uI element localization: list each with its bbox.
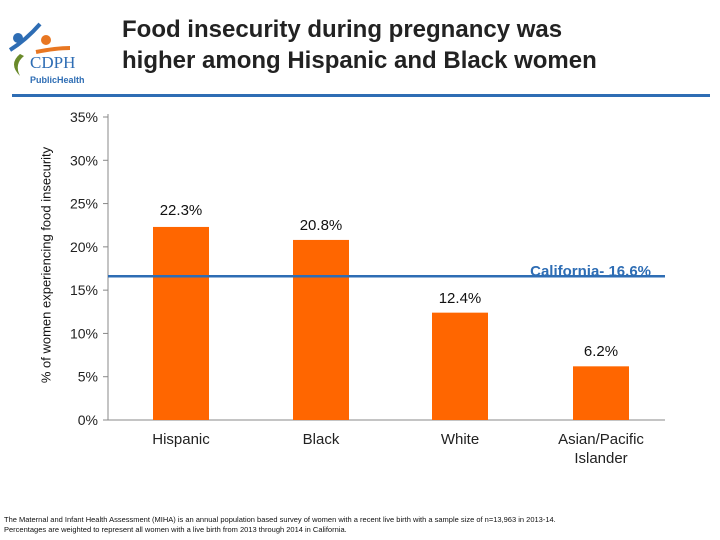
bar-white — [432, 312, 488, 420]
y-tick-label: 10% — [70, 325, 98, 341]
cdph-logo: CDPH PublicHealth — [6, 10, 116, 85]
data-label: 22.3% — [160, 202, 203, 219]
y-tick-label: 0% — [78, 412, 98, 428]
x-tick-label: Hispanic — [152, 431, 210, 448]
bar-black — [293, 239, 349, 420]
title-line-2: higher among Hispanic and Black women — [122, 47, 597, 74]
x-tick-label: Asian/Pacific — [558, 431, 644, 448]
data-label: 20.8% — [300, 217, 343, 234]
y-tick-label: 20% — [70, 239, 98, 255]
page-title: Food insecurity during pregnancy was high… — [122, 14, 597, 76]
data-label: 6.2% — [584, 343, 618, 360]
x-tick-label: Islander — [574, 450, 627, 467]
footnote: The Maternal and Infant Health Assessmen… — [4, 515, 556, 535]
x-tick-label: Black — [303, 431, 340, 448]
x-tick-label: White — [441, 431, 479, 448]
bar-hispanic — [153, 226, 209, 420]
footnote-line-2: Percentages are weighted to represent al… — [4, 525, 347, 534]
footnote-line-1: The Maternal and Infant Health Assessmen… — [4, 515, 556, 524]
header-divider — [12, 94, 710, 97]
data-label: 12.4% — [439, 290, 482, 307]
title-line-1: Food insecurity during pregnancy was — [122, 16, 563, 43]
svg-text:CDPH: CDPH — [30, 53, 75, 72]
y-tick-label: 25% — [70, 196, 98, 212]
svg-text:PublicHealth: PublicHealth — [30, 75, 85, 85]
reference-line-label: California- 16.6% — [530, 263, 651, 280]
y-tick-label: 5% — [78, 369, 98, 385]
y-tick-label: 30% — [70, 152, 98, 168]
y-tick-label: 35% — [70, 109, 98, 125]
y-tick-label: 15% — [70, 282, 98, 298]
bar-asian-pacific-islander — [573, 366, 629, 420]
